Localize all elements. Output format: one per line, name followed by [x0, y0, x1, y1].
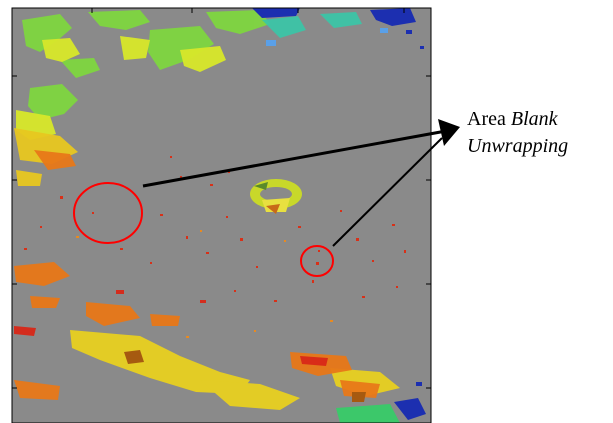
arrow-from-small-circle [332, 137, 443, 247]
blank-area-circle-small [300, 245, 334, 277]
frame-ticks [12, 8, 431, 389]
map-background [12, 8, 431, 423]
arrow-from-large-circle [142, 129, 447, 188]
arrowhead [438, 119, 460, 146]
annotation-prefix: Area [467, 108, 506, 130]
central-feature [250, 179, 302, 214]
annotation-italic-line2: Unwrapping [467, 135, 569, 157]
blank-area-circle-large [73, 182, 143, 244]
annotation-italic-line1: Blank [510, 108, 558, 130]
map-frame [11, 7, 432, 423]
annotation-label: Area Blank Unwrapping [467, 106, 607, 160]
phase-speckles [14, 8, 426, 423]
